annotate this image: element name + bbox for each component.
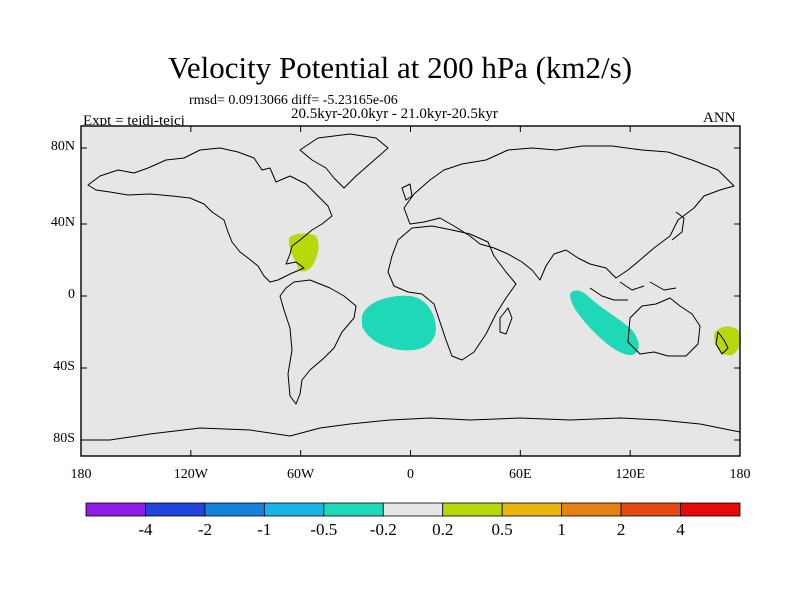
coastline-japan <box>671 211 685 241</box>
colorbar-swatch <box>145 502 206 517</box>
coastline-madagascar <box>499 307 513 335</box>
colorbar-label: 0.5 <box>491 520 513 539</box>
colorbar-label: -0.2 <box>369 520 397 539</box>
anomaly-tasman-sea <box>714 326 741 356</box>
coastline-antarctica <box>81 417 741 441</box>
lat-label: 40S <box>53 359 75 374</box>
colorbar-swatch <box>323 502 384 517</box>
colorbar-label: 4 <box>676 520 685 539</box>
colorbar-swatch <box>263 502 325 517</box>
colorbar-swatch <box>680 502 741 517</box>
colorbar-label: 0.2 <box>432 520 454 539</box>
colorbar-swatch <box>204 502 265 517</box>
lat-label: 80N <box>50 139 75 154</box>
colorbar-label: -2 <box>197 520 212 539</box>
coastline-british-isles <box>401 183 413 201</box>
lon-label: 60E <box>509 467 532 482</box>
colorbar-label: 1 <box>557 520 566 539</box>
longitude-ticks <box>80 126 741 456</box>
anomaly-south-atlantic <box>362 295 436 351</box>
colorbar-label: -0.5 <box>310 520 338 539</box>
lon-label: 120E <box>615 467 645 482</box>
colorbar-label: -1 <box>257 520 272 539</box>
lon-label: 60W <box>287 467 315 482</box>
coastline-south-america <box>279 279 357 405</box>
lon-label: 0 <box>407 467 414 482</box>
period-line: 20.5kyr-20.0kyr - 21.0kyr-20.5kyr <box>291 106 498 122</box>
stats-line: rmsd= 0.0913066 diff= -5.23165e-06 <box>189 93 398 108</box>
lat-label: 0 <box>68 287 75 302</box>
coastline-africa <box>387 225 517 361</box>
colorbar-swatch <box>620 502 681 517</box>
coastline-greenland <box>299 133 389 189</box>
map-background <box>81 126 740 456</box>
lon-label: 180 <box>729 467 751 482</box>
colorbar-swatch <box>501 502 563 517</box>
colorbar-swatch <box>561 502 622 517</box>
lon-label: 180 <box>70 467 92 482</box>
coastline-north-america <box>87 147 333 283</box>
colorbar <box>85 502 741 517</box>
coastlines <box>81 133 741 441</box>
season-label: ANN <box>703 110 736 126</box>
lon-label: 120W <box>173 467 208 482</box>
lat-label: 40N <box>50 215 75 230</box>
colorbar-swatch <box>85 502 146 517</box>
colorbar-swatch <box>382 502 444 517</box>
experiment-label: Expt = tejdj-tejcj <box>83 113 185 129</box>
lat-label: 80S <box>53 431 75 446</box>
coastline-indonesia <box>589 281 677 301</box>
coastline-new-zealand <box>715 331 729 355</box>
latitude-ticks <box>81 147 740 441</box>
anomaly-indian-ocean <box>570 290 639 356</box>
colorbar-label: -4 <box>138 520 153 539</box>
colorbar-swatch <box>442 502 503 517</box>
colorbar-label: 2 <box>616 520 626 539</box>
coastline-eurasia <box>403 145 735 281</box>
plot-title: Velocity Potential at 200 hPa (km2/s) <box>167 50 633 85</box>
coastline-australia <box>627 297 701 357</box>
